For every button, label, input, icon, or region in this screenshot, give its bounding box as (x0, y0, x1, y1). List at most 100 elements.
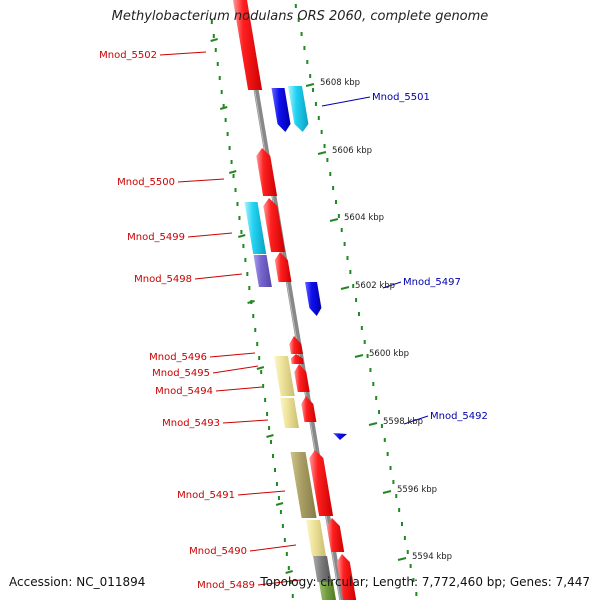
ruler-major-tick-left (275, 502, 284, 506)
ruler-dash-right (326, 158, 329, 162)
ruler-dash-right (346, 256, 349, 260)
ruler-major-tick-left (219, 106, 228, 110)
ruler-dash-left (266, 412, 269, 416)
gene-mnod-5490 (326, 518, 345, 552)
ruler-dash-left (242, 244, 245, 248)
ruler-dash-right (369, 368, 372, 372)
leader-line-right (321, 96, 371, 107)
ruler-dash-left (264, 398, 267, 402)
ruler-tick (317, 151, 327, 155)
ruler-dash-right (352, 284, 355, 288)
ruler-dash-left (256, 342, 259, 346)
ruler-dash-right (357, 312, 360, 316)
gene-mnod-5496 (289, 336, 303, 354)
gene-mnod-5493-khaki (280, 398, 299, 428)
leader-line-right (403, 415, 429, 425)
ruler-tick-label: 5596 kbp (397, 485, 437, 495)
ruler-major-tick-left (238, 234, 246, 238)
ruler-dash-right (343, 242, 346, 246)
ruler-dash-right (349, 270, 352, 274)
gene-label-left: Mnod_5498 (134, 274, 192, 285)
ruler-dash-right (412, 578, 415, 582)
ruler-dash-right (306, 60, 309, 64)
ruler-dash-right (323, 144, 326, 148)
ruler-dash-right (320, 130, 323, 134)
ruler-dash-left (226, 132, 229, 136)
ruler-tick-label: 5608 kbp (320, 78, 360, 88)
ruler-tick-label: 5606 kbp (332, 146, 372, 156)
ruler-dash-right (403, 536, 406, 540)
ruler-dash-left (277, 496, 280, 500)
ruler-dash-left (287, 566, 290, 570)
ruler-ticks: 5608 kbp 5606 kbp 5604 kbp 5602 kbp 5600 kbp… (305, 78, 452, 562)
ruler-dash-right (337, 214, 340, 218)
ruler-dash-left (291, 594, 294, 598)
ruler-major-tick-left (210, 38, 218, 42)
ruler-major-tick-left (256, 366, 265, 370)
ruler-dash-left (289, 580, 292, 584)
ruler-dash-left (244, 258, 247, 262)
ruler-major-tick-left (285, 570, 293, 574)
ruler-tick-label: 5594 kbp (412, 552, 452, 562)
gene-mnod-5499-cyan (244, 202, 267, 254)
ruler-dash-left (279, 510, 282, 514)
ruler-dash-left (216, 62, 219, 66)
ruler-dash-right (300, 32, 303, 36)
ruler-tick (305, 83, 315, 87)
gene-mnod-5491-olive (290, 452, 317, 518)
gene-label-left: Mnod_5496 (149, 352, 207, 363)
ruler-dash-left (234, 188, 237, 192)
leader-line-left (187, 232, 233, 238)
gene-labels: Mnod_5502 Mnod_5500 Mnod_5499 Mnod_5498 Mnod… (99, 50, 488, 591)
gene-mnod-5494-khaki (274, 356, 295, 396)
leader-line-left (209, 352, 256, 358)
ruler-dash-right (297, 18, 300, 22)
leader-line-left (212, 365, 259, 374)
ruler-tick (340, 286, 350, 290)
ruler-dash-right (317, 116, 320, 120)
ruler-dash-left (260, 370, 263, 374)
leader-line-left (194, 273, 243, 280)
ruler-dash-right (392, 480, 395, 484)
map-title: Methylobacterium nodulans ORS 2060, comp… (111, 9, 489, 24)
ruler-dash-left (214, 48, 217, 52)
ruler-dash-left (218, 76, 221, 80)
gene-label-left: Mnod_5502 (99, 50, 157, 61)
ruler-dash-left (246, 272, 249, 276)
ruler-dash-right (401, 522, 404, 526)
leader-line-left (249, 544, 297, 552)
ruler-dash-right (294, 4, 297, 8)
ruler-dash-right (380, 424, 383, 428)
ruler-dash-right (395, 494, 398, 498)
leader-line-right (382, 281, 402, 289)
ruler-dash-left (285, 552, 288, 556)
leader-line-left (257, 579, 301, 586)
ruler-dash-right (340, 228, 343, 232)
leader-line-left (222, 419, 269, 424)
ruler-dash-left (270, 440, 273, 444)
ruler-dash-right (363, 340, 366, 344)
ruler-dash-left (281, 524, 284, 528)
gene-mnod-5489-gray (313, 556, 332, 582)
ruler-dash-left (268, 426, 271, 430)
gene-label-right: Mnod_5497 (403, 277, 461, 288)
gene-mnod-5500 (256, 148, 278, 196)
ruler-dash-left (248, 286, 251, 290)
ruler-dash-left (258, 356, 261, 360)
ruler-tick (397, 557, 407, 561)
ruler-dash-left (254, 328, 257, 332)
gene-label-left: Mnod_5493 (162, 418, 220, 429)
gene-label-left: Mnod_5494 (155, 386, 213, 397)
gene-mnod-5490-khaki (306, 520, 326, 556)
ruler-tick (368, 422, 378, 426)
ruler-dash-right (335, 200, 337, 204)
ruler-dash-left (220, 90, 223, 94)
gene-mnod-5492 (333, 433, 347, 440)
ruler-dash-right (378, 410, 381, 414)
gene-mnod-5498-purple (253, 255, 272, 287)
ruler-dash-left (236, 202, 239, 206)
ruler-dash-left (262, 384, 265, 388)
ruler-tick-label: 5604 kbp (344, 213, 384, 223)
ruler-dash-right (366, 354, 369, 358)
ruler-dash-right (386, 452, 389, 456)
